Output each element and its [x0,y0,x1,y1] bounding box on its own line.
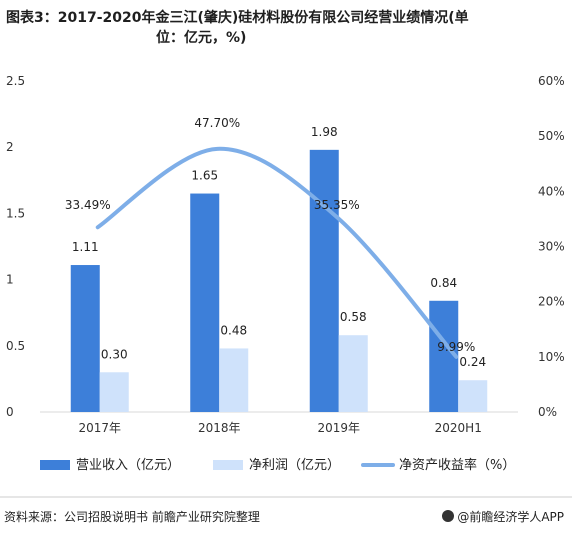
y-right-tick-label: 10% [538,350,565,364]
net-profit-bar [99,372,129,412]
revenue-bar [309,149,339,412]
roe-line [95,146,459,359]
y-left-tick-label: 2.5 [6,74,25,88]
x-tick-label: 2020H1 [435,421,482,435]
revenue-bar [190,193,220,412]
revenue-data-label: 1.11 [72,240,99,254]
x-tick-label: 2019年 [317,421,360,435]
legend-profit-swatch [213,460,243,470]
y-left-tick-label: 1 [6,273,14,287]
net-profit-bar [458,380,488,412]
x-tick-label: 2017年 [78,421,121,435]
legend-revenue-label: 营业收入（亿元） [76,458,180,473]
y-right-tick-label: 30% [538,240,565,254]
y-left-tick-label: 0.5 [6,339,25,353]
y-left-tick-label: 2 [6,140,14,154]
legend-roe-label: 净资产收益率（%） [399,457,515,473]
title-line-1: 图表3：2017-2020年金三江(肇庆)硅材料股份有限公司经营业绩情况(单 [6,10,469,26]
brand-text: @前瞻经济学人APP [457,510,564,524]
legend-profit-label: 净利润（亿元） [249,458,340,473]
revenue-data-label: 0.84 [430,276,457,290]
x-tick-label: 2018年 [198,421,241,435]
y-left-tick-label: 1.5 [6,206,25,220]
roe-data-label: 9.99% [437,340,475,354]
y-right-tick-label: 0% [538,405,557,419]
revenue-bar [70,265,100,412]
y-right-tick-label: 20% [538,295,565,309]
net-profit-bar [219,348,249,412]
legend-revenue-swatch [40,460,70,470]
net-profit-bar [338,335,368,412]
net-profit-data-label: 0.58 [340,310,367,324]
y-right-tick-label: 40% [538,184,565,198]
roe-data-label: 33.49% [65,198,111,212]
net-profit-data-label: 0.30 [101,347,128,361]
title-line-2: 位：亿元，%) [156,30,247,46]
brand-credit: @前瞻经济学人APP [442,508,564,525]
roe-data-label: 47.70% [194,116,240,130]
chart-title: 图表3：2017-2020年金三江(肇庆)硅材料股份有限公司经营业绩情况(单 位… [6,8,566,48]
roe-data-label: 35.35% [314,198,360,212]
y-right-tick-label: 50% [538,129,565,143]
net-profit-data-label: 0.48 [220,323,247,337]
net-profit-data-label: 0.24 [459,355,486,369]
revenue-data-label: 1.65 [191,169,218,183]
brand-logo-icon [442,510,455,522]
y-right-tick-label: 60% [538,74,565,88]
source-note: 资料来源：公司招股说明书 前瞻产业研究院整理 [4,510,260,524]
revenue-data-label: 1.98 [311,125,338,139]
y-left-tick-label: 0 [6,405,14,419]
